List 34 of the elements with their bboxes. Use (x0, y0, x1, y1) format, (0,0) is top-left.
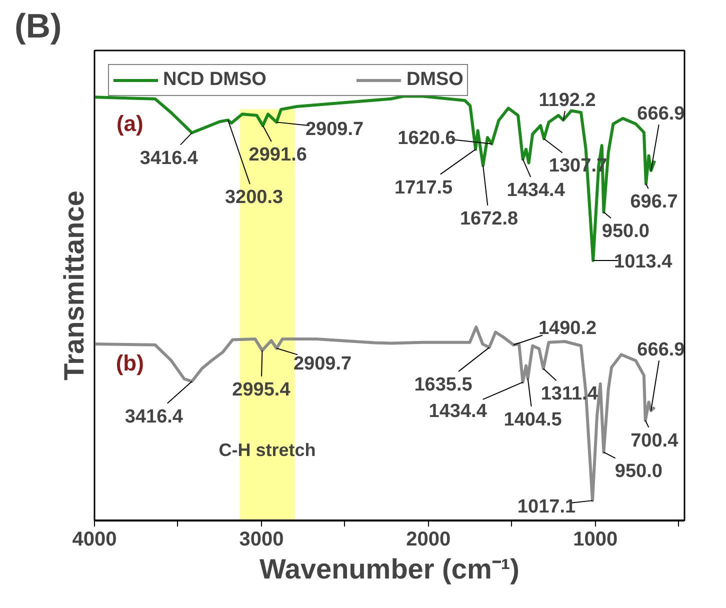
annotation: 1635.5 (414, 374, 473, 396)
annotation: 2909.7 (293, 353, 352, 374)
annotation: 2995.4 (232, 379, 291, 400)
annotation: 2991.6 (248, 144, 307, 166)
annotation: (a) (116, 110, 144, 136)
annotation: 700.4 (630, 430, 679, 452)
annotation: 1434.4 (506, 180, 566, 202)
annotation: 950.0 (614, 461, 662, 482)
annotation: 2909.7 (305, 119, 364, 140)
x-tick-label: 3000 (239, 528, 284, 550)
annotation: 1017.1 (517, 496, 576, 518)
x-tick-label: 1000 (573, 528, 618, 550)
annotation: 1192.2 (538, 90, 596, 112)
annotation: (b) (116, 350, 144, 376)
annotation: 1404.5 (504, 409, 562, 430)
y-axis-title: Transmittance (58, 190, 90, 380)
annotation: 1013.4 (614, 251, 673, 272)
annotation: 950.0 (602, 221, 650, 242)
annotation: 3200.3 (224, 187, 284, 208)
annotation: 1434.4 (428, 401, 488, 422)
x-axis-title: Wavenumber (cm⁻¹) (260, 554, 520, 584)
annotation: 3416.4 (140, 148, 198, 169)
band-label: C-H stretch (218, 440, 316, 460)
annotation: 696.7 (630, 192, 678, 213)
annotation: 1620.6 (398, 128, 456, 149)
annotation: 3416.4 (124, 406, 184, 428)
legend-label: DMSO (406, 69, 464, 91)
x-tick-label: 4000 (72, 528, 117, 550)
x-tick-label: 2000 (406, 528, 451, 550)
annotation: 1672.8 (460, 208, 518, 230)
legend-label: NCD DMSO (163, 69, 266, 91)
annotation: 1717.5 (394, 177, 454, 198)
annotation: 1490.2 (538, 318, 597, 339)
chart-title: (B) (14, 8, 62, 46)
